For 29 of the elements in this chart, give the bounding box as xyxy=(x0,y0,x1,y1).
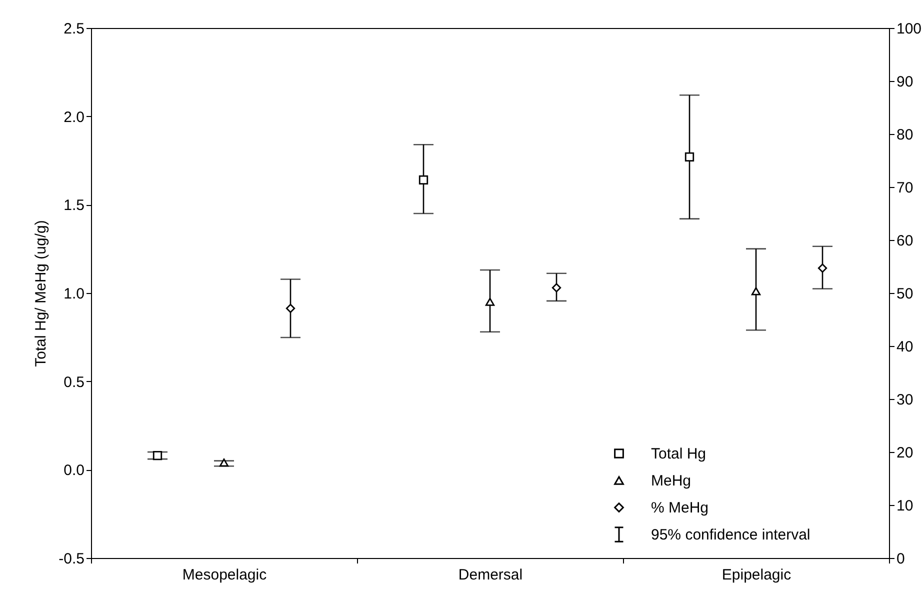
point xyxy=(818,264,828,273)
y2-tick-label: 90 xyxy=(896,74,914,90)
legend-label: Total Hg xyxy=(651,446,706,462)
y2-tick-label: 40 xyxy=(896,338,914,356)
y-tick-label: 0.0 xyxy=(64,462,84,480)
y2-tick-label: 60 xyxy=(896,232,914,250)
legend-label: MeHg xyxy=(651,472,692,490)
y2-tick-label: 10 xyxy=(896,498,914,514)
y-tick-label: 1.0 xyxy=(64,286,84,302)
annotation: 95% confidence interval xyxy=(651,526,810,544)
y2-tick-label: 70 xyxy=(896,180,914,196)
y-tick-label: 2.0 xyxy=(64,108,84,126)
x-tick-label: Epipelagic xyxy=(722,566,792,584)
legend-label: % MeHg xyxy=(651,500,709,516)
y2-tick-label: 50 xyxy=(896,286,914,302)
y2-tick-label: 100 xyxy=(896,20,922,38)
y-axis-title: Total Hg/ MeHg (ug/g) xyxy=(32,220,50,367)
y-tick-label: -0.5 xyxy=(58,550,84,568)
point xyxy=(552,283,562,292)
y2-tick-label: 0 xyxy=(896,550,905,568)
point xyxy=(286,304,296,313)
y-tick-label: 2.5 xyxy=(64,20,84,38)
y-tick-label: 0.5 xyxy=(64,374,84,391)
x-tick-label: Demersal xyxy=(458,566,523,584)
y2-tick-label: 20 xyxy=(896,444,914,462)
y-tick-label: 1.5 xyxy=(64,197,84,214)
x-tick-label: Mesopelagic xyxy=(182,566,268,584)
y2-tick-label: 80 xyxy=(896,126,914,144)
y2-tick-label: 30 xyxy=(896,392,914,408)
